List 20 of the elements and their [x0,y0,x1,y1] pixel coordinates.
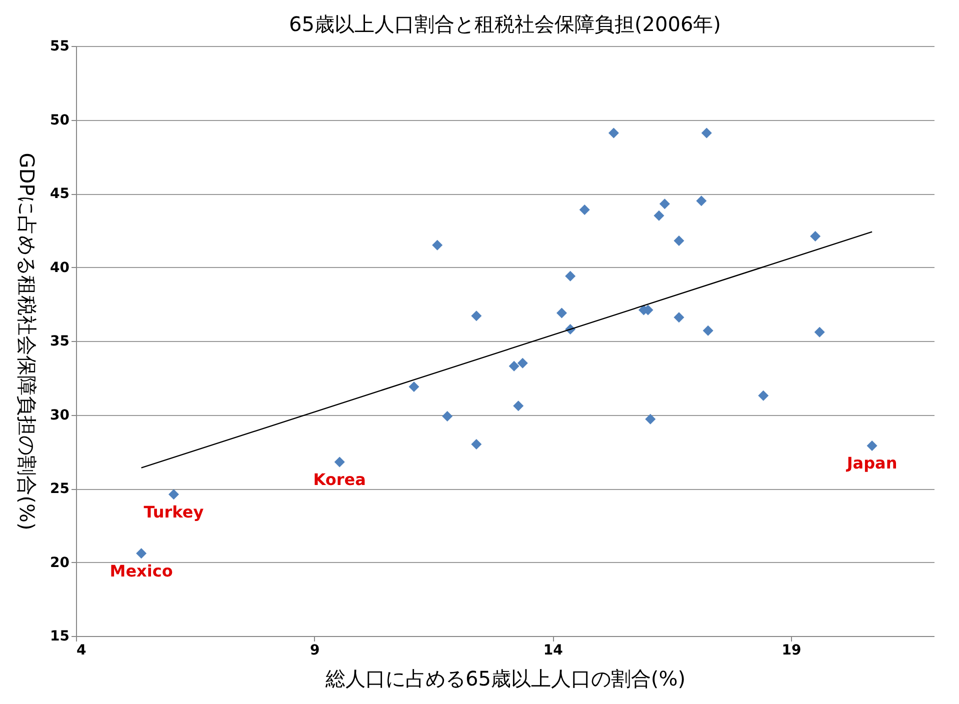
x-tick-label: 9 [310,642,320,658]
annotation: Korea [313,470,366,489]
y-tick-label: 35 [50,334,70,350]
chart-title: 65歳以上人口割合と租税社会保障負担(2006年) [289,12,721,36]
x-axis-title: 総人口に占める65歳以上人口の割合(%) [324,666,686,690]
annotation: Mexico [110,561,173,580]
y-tick-label: 20 [50,554,70,571]
x-tick-label: 14 [543,642,564,658]
y-tick-label: 50 [50,112,70,128]
y-tick-label: 40 [50,260,70,276]
y-tick-label: 30 [50,407,70,424]
annotation: Turkey [144,502,204,522]
x-tick-label: 19 [782,642,802,658]
y-tick-label: 45 [50,186,70,202]
x-tick-label: 4 [76,642,86,658]
y-tick-label: 25 [50,481,70,497]
annotation: Japan [846,454,898,473]
y-tick-label: 55 [50,38,70,54]
y-tick-label: 15 [50,628,70,644]
y-axis-title: GDPに占める租税社会保障負担の割合(%) [15,152,40,530]
